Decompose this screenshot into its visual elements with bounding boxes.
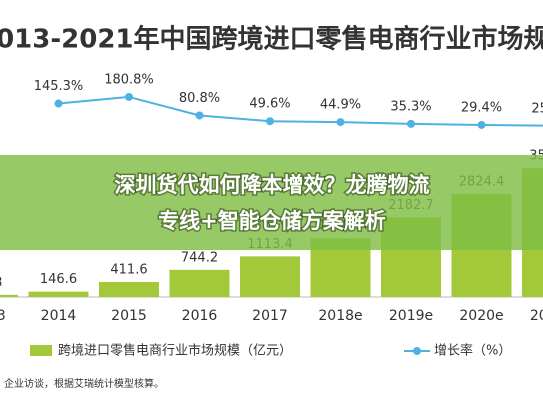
banner-text: 深圳货代如何降本增效？龙腾物流 [115,173,430,197]
source: 来源：企业访谈，根据艾瑞统计模型核算。 [0,377,164,390]
x-tick-label: 2019e [389,308,433,324]
bar [169,269,230,297]
line-point [125,92,133,101]
legend-swatch [413,347,421,355]
data-label: 49.6% [249,97,290,112]
x-tick-label: 2021e [530,308,543,324]
x-tick-label: 2018e [318,308,362,324]
data-label: 29.4% [461,100,502,115]
line-point [195,111,204,120]
data-label: 145.3% [34,79,84,94]
legend-label: 跨境进口零售电商行业市场规模（亿元） [58,343,292,359]
legend-label: 增长率（%） [434,343,511,359]
line-point [336,118,345,127]
x-tick-label: 2013 [0,308,6,324]
x-tick-label: 2016 [182,308,218,324]
bar [240,256,300,297]
x-tick-label: 2017 [252,308,288,324]
bar [28,291,89,297]
x-tick-label: 2015 [111,308,147,324]
line-point [54,99,63,108]
data-label: 180.8% [104,72,154,87]
data-label: 25.0% [531,101,543,116]
bar [0,294,18,297]
bar [99,281,159,297]
data-label: 146.6 [40,272,77,287]
x-tick-label: 2014 [41,308,77,324]
line-point [266,117,274,126]
banner [0,155,543,250]
data-label: 44.9% [320,98,361,113]
banner-text: 专线+智能仓储方案解析 [158,209,386,233]
growth-line [58,95,543,127]
data-label: 59.3 [0,275,2,290]
line-point [477,120,486,129]
legend-swatch [30,345,52,356]
line-point [407,119,415,128]
chart-title: 2013-2021年中国跨境进口零售电商行业市场规模 [0,24,543,55]
x-tick-label: 2020e [459,308,503,324]
data-label: 35.3% [390,99,431,114]
data-label: 411.6 [110,262,147,277]
data-label: 80.8% [179,91,220,106]
data-label: 744.2 [181,250,218,265]
legend: 跨境进口零售电商行业市场规模（亿元） 增长率（%） [30,343,511,359]
